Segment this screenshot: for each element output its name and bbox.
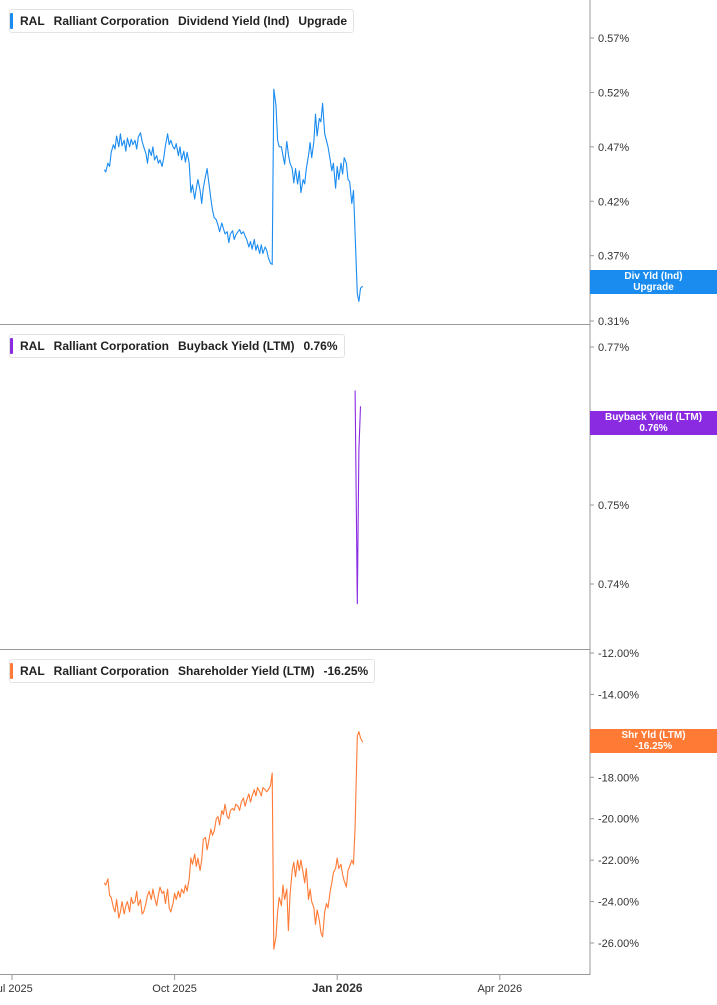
y-tick-label: 0.47% [598, 142, 629, 154]
y-tick-label: -26.00% [598, 938, 639, 950]
y-tick-label: -22.00% [598, 855, 639, 867]
flag-shareholder: Shr Yld (LTM) -16.25% [590, 729, 717, 753]
legend-value: 0.76% [303, 339, 338, 353]
legend-color-swatch [10, 338, 13, 354]
series-line-dividend[interactable] [103, 88, 364, 302]
series-line-buyback[interactable] [354, 390, 362, 605]
flag-value: -16.25% [634, 741, 673, 752]
flag-title: Shr Yld (LTM) [621, 730, 686, 741]
y-tick-label: -14.00% [598, 689, 639, 701]
y-tick-label: -18.00% [598, 772, 639, 784]
legend-value: Upgrade [298, 14, 348, 28]
y-tick-label: 0.37% [598, 251, 629, 263]
y-tick-label: 0.42% [598, 196, 629, 208]
flag-dividend: Div Yld (Ind) Upgrade [590, 270, 717, 294]
legend-company: Ralliant Corporation [53, 14, 170, 28]
y-tick-label: 0.77% [598, 342, 629, 354]
y-tick-label: 0.57% [598, 33, 629, 45]
flag-title: Buyback Yield (LTM) [604, 412, 703, 423]
series-layer [103, 88, 364, 950]
flag-value: 0.76% [639, 423, 668, 434]
legend-color-swatch [10, 663, 13, 679]
series-line-shareholder[interactable] [103, 731, 364, 950]
x-tick-label: Apr 2026 [477, 983, 522, 995]
y-tick-label: 0.75% [598, 500, 629, 512]
x-axis-ticks: Jul 2025 Oct 2025 Jan 2026 Apr 2026 [0, 975, 522, 995]
legend-color-swatch [10, 13, 13, 29]
y-tick-label: 0.74% [598, 579, 629, 591]
legend-metric: Buyback Yield (LTM) [178, 339, 295, 353]
flag-value: Upgrade [633, 282, 674, 293]
flag-title: Div Yld (Ind) [624, 271, 683, 282]
x-tick-label: Jan 2026 [312, 981, 363, 995]
y-tick-label: -24.00% [598, 897, 639, 909]
y-tick-label: 0.52% [598, 87, 629, 99]
legend-dividend[interactable]: RAL Ralliant Corporation Dividend Yield … [9, 9, 355, 33]
legend-value: -16.25% [323, 664, 369, 678]
y-tick-label: -20.00% [598, 814, 639, 826]
y-tick-label: 0.31% [598, 316, 629, 328]
chart-frame [0, 0, 591, 975]
legend-company: Ralliant Corporation [53, 339, 170, 353]
legend-buyback[interactable]: RAL Ralliant Corporation Buyback Yield (… [9, 334, 345, 358]
legend-ticker: RAL [20, 339, 45, 353]
x-tick-label: Jul 2025 [0, 983, 33, 995]
y-axis-ticks: 0.57% 0.52% 0.47% 0.42% 0.37% 0.31% 0.77% 0.75%… [590, 33, 639, 950]
legend-ticker: RAL [20, 14, 45, 28]
legend-company: Ralliant Corporation [53, 664, 170, 678]
legend-shareholder[interactable]: RAL Ralliant Corporation Shareholder Yie… [9, 659, 376, 683]
x-tick-label: Oct 2025 [152, 983, 197, 995]
flag-buyback: Buyback Yield (LTM) 0.76% [590, 411, 717, 435]
legend-ticker: RAL [20, 664, 45, 678]
legend-metric: Shareholder Yield (LTM) [178, 664, 315, 678]
y-tick-label: -12.00% [598, 648, 639, 660]
legend-metric: Dividend Yield (Ind) [178, 14, 290, 28]
